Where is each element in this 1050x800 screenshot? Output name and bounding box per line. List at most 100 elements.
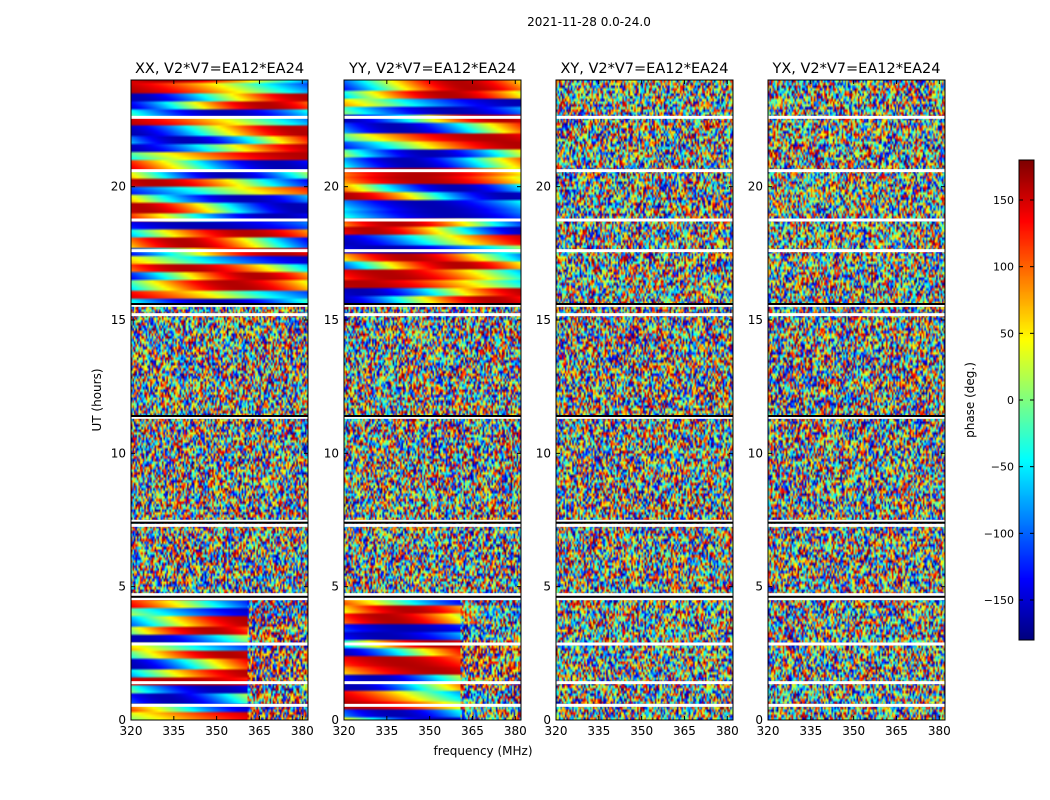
flag-line [768, 519, 945, 523]
colorbar: 150 100 50 0 −50 −100 −150 [984, 159, 1035, 641]
panel-yx: YX, V2*V7=EA12*EA24 320 335 350 365 380 0 5 10 15… [748, 61, 951, 738]
scan-separator [344, 595, 521, 598]
y-tick-label: 20 [324, 180, 339, 194]
y-axis-label: UT (hours) [90, 368, 104, 431]
scan-separator [556, 595, 733, 598]
y-tick-label: 10 [324, 446, 339, 460]
y-tick-label: 5 [755, 580, 763, 594]
scan-separator [344, 303, 521, 305]
axes-frame [130, 79, 309, 721]
panels-group: XX, V2*V7=EA12*EA24 320 335 350 365 380 0 5 10 15… [111, 61, 951, 738]
colorbar-gradient [1019, 160, 1034, 640]
flag-line [344, 597, 521, 601]
flag-line [344, 313, 521, 317]
x-tick-label: 335 [587, 724, 610, 738]
figure-title: 2021-11-28 0.0-24.0 [527, 15, 651, 29]
flag-line [556, 681, 733, 685]
colorbar-tick-label: 100 [993, 261, 1014, 274]
y-tick-label: 10 [748, 446, 763, 460]
flag-line [131, 703, 308, 707]
flag-line [556, 597, 733, 601]
x-tick-label: 335 [799, 724, 822, 738]
x-tick-label: 380 [928, 724, 951, 738]
axes-frame [343, 79, 522, 721]
flag-line [768, 597, 945, 601]
flag-line [768, 249, 945, 253]
flag-line [768, 169, 945, 173]
y-tick-label: 15 [748, 313, 763, 327]
y-tick-label: 20 [748, 180, 763, 194]
scan-separator [768, 521, 945, 524]
flag-line [131, 218, 308, 222]
flag-line [344, 642, 521, 646]
flag-line [344, 169, 521, 173]
flag-line [344, 415, 521, 419]
colorbar-tick-label: 150 [993, 194, 1014, 207]
scan-separator [556, 521, 733, 524]
y-tick-label: 20 [111, 180, 126, 194]
flag-line [768, 303, 945, 307]
flag-line [344, 681, 521, 685]
x-tick-label: 365 [885, 724, 908, 738]
flag-line [556, 169, 733, 173]
scan-separator [131, 303, 308, 305]
scan-separator [131, 415, 308, 417]
scan-separator [556, 303, 733, 305]
heatmap-image [768, 80, 945, 720]
panel-xy: XY, V2*V7=EA12*EA24 320 335 350 365 380 0 5 10 15… [536, 61, 739, 738]
flag-line [131, 642, 308, 646]
flag-line [768, 115, 945, 119]
scan-separator [131, 595, 308, 598]
flag-line [131, 519, 308, 523]
y-tick-label: 15 [111, 313, 126, 327]
x-tick-label: 320 [333, 724, 356, 738]
flag-line [768, 313, 945, 317]
flag-line [768, 681, 945, 685]
flag-line [556, 115, 733, 119]
y-tick-label: 0 [118, 713, 126, 727]
colorbar-label: phase (deg.) [963, 362, 977, 438]
flag-line [768, 218, 945, 222]
axes-frame [555, 79, 734, 721]
x-tick-label: 365 [461, 724, 484, 738]
flag-line [131, 169, 308, 173]
flag-line [768, 523, 945, 527]
flag-line [131, 415, 308, 419]
heatmap-image [344, 80, 521, 720]
y-tick-label: 5 [118, 580, 126, 594]
flag-line [131, 593, 308, 597]
flag-line [556, 303, 733, 307]
y-tick-label: 10 [111, 446, 126, 460]
y-tick-label: 20 [536, 180, 551, 194]
scan-separator [556, 415, 733, 417]
x-tick-label: 365 [673, 724, 696, 738]
panel-title: YX, V2*V7=EA12*EA24 [771, 61, 940, 77]
panel-title: XY, V2*V7=EA12*EA24 [560, 61, 728, 77]
y-tick-label: 0 [543, 713, 551, 727]
x-tick-label: 320 [120, 724, 143, 738]
x-tick-label: 380 [504, 724, 527, 738]
x-tick-label: 380 [716, 724, 739, 738]
flag-line [344, 703, 521, 707]
y-tick-label: 10 [536, 446, 551, 460]
y-tick-label: 15 [536, 313, 551, 327]
flag-line [344, 519, 521, 523]
x-tick-label: 335 [162, 724, 185, 738]
flag-line [768, 415, 945, 419]
heatmap-image [131, 80, 308, 720]
flag-line [556, 642, 733, 646]
scan-separator [131, 521, 308, 524]
x-tick-label: 320 [757, 724, 780, 738]
scan-separator [768, 303, 945, 305]
panel-yy: YY, V2*V7=EA12*EA24 320 335 350 365 380 0 5 10 15… [324, 61, 527, 738]
axes-frame [767, 79, 946, 721]
scan-separator [768, 415, 945, 417]
x-tick-label: 350 [418, 724, 441, 738]
y-tick-label: 5 [331, 580, 339, 594]
x-axis-label: frequency (MHz) [433, 744, 532, 758]
x-tick-label: 380 [291, 724, 314, 738]
x-tick-label: 335 [375, 724, 398, 738]
flag-line [131, 115, 308, 119]
flag-line [131, 681, 308, 685]
